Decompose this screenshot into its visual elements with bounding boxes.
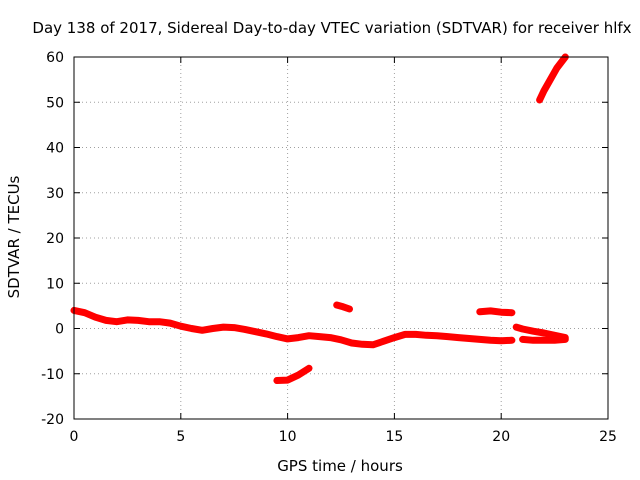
- x-axis-label: GPS time / hours: [277, 457, 403, 475]
- x-tick-label: 25: [599, 429, 617, 445]
- y-tick-label: -10: [41, 367, 64, 383]
- x-tick-label: 0: [70, 429, 79, 445]
- series-line-segment-4: [476, 307, 516, 317]
- y-tick-label: 40: [46, 141, 64, 157]
- x-tick-label: 15: [385, 429, 403, 445]
- y-axis-label: SDTVAR / TECUs: [5, 175, 23, 298]
- y-tick-label: -20: [41, 412, 64, 428]
- y-tick-label: 50: [46, 95, 64, 111]
- series-line-segment-3: [333, 301, 353, 313]
- y-tick-labels: -20 -10 0 10 20 30 40 50 60: [41, 50, 64, 428]
- y-tick-label: 20: [46, 231, 64, 247]
- y-tick-label: 0: [55, 322, 64, 338]
- x-tick-labels: 0 5 10 15 20 25: [70, 429, 617, 445]
- series-line-segment-5: [512, 323, 569, 342]
- x-tick-label: 10: [279, 429, 297, 445]
- series-line-main: [70, 306, 516, 349]
- x-tick-label: 20: [492, 429, 510, 445]
- x-tick-label: 5: [176, 429, 185, 445]
- axis-ticks: [73, 56, 609, 420]
- y-tick-label: 30: [46, 186, 64, 202]
- data-series: [70, 53, 569, 384]
- series-line-segment-7: [536, 53, 569, 104]
- gridlines: [74, 57, 608, 419]
- y-tick-label: 60: [46, 50, 64, 66]
- series-line-segment-2: [273, 364, 313, 384]
- chart-title: Day 138 of 2017, Sidereal Day-to-day VTE…: [32, 19, 631, 37]
- y-tick-label: 10: [46, 276, 64, 292]
- series-line-segment-6: [519, 335, 569, 344]
